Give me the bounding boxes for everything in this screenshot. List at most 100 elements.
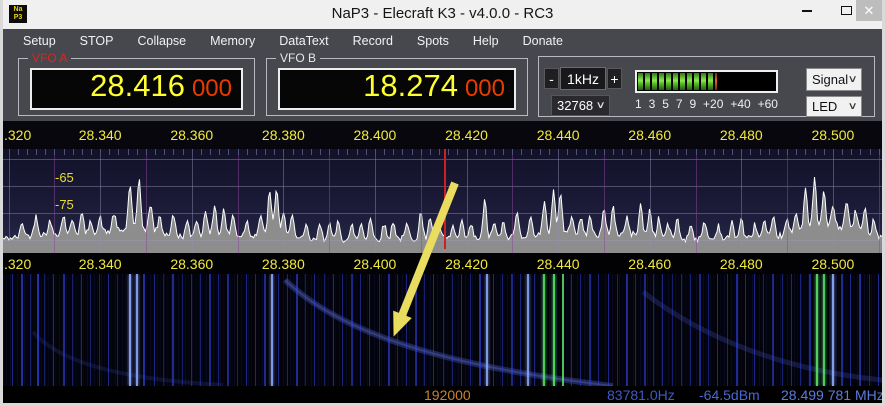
grid-line-vertical xyxy=(603,149,605,253)
meter-scale-label: +40 xyxy=(730,97,751,111)
scale-tick xyxy=(823,149,825,155)
step-size-display[interactable]: 1kHz xyxy=(560,67,606,90)
meter-mode-select[interactable]: Signal ∨ xyxy=(806,68,862,91)
scale-tick xyxy=(384,149,386,155)
waterfall-signal-line xyxy=(607,274,609,386)
waterfall-signal-line xyxy=(763,274,765,386)
waterfall-signal-line xyxy=(142,274,145,386)
meter-style-select[interactable]: LED ∨ xyxy=(806,96,862,117)
waterfall-signal-line xyxy=(277,274,279,386)
waterfall-signal-line xyxy=(12,274,14,386)
fft-size-select[interactable]: 32768 ∨ xyxy=(551,95,610,116)
scale-tick xyxy=(576,149,578,155)
scale-tick xyxy=(585,149,587,155)
menu-bar: Setup STOP Collapse Memory DataText Record Spo… xyxy=(3,29,882,53)
tuned-frequency-cursor[interactable] xyxy=(444,149,447,249)
waterfall-signal-line xyxy=(868,274,870,386)
waterfall-display[interactable] xyxy=(3,274,882,386)
scale-tick xyxy=(155,149,157,155)
scale-tick xyxy=(365,149,367,155)
scale-tick xyxy=(787,149,789,155)
waterfall-signal-line xyxy=(387,274,390,386)
menu-item-collapse[interactable]: Collapse xyxy=(137,34,187,48)
frequency-scale-bottom[interactable]: .320 28.340 28.360 28.380 28.400 28.420 28.440… xyxy=(3,253,882,274)
waterfall-signal-line xyxy=(71,274,73,386)
waterfall-signal-line xyxy=(625,274,628,386)
waterfall-signal-line xyxy=(154,274,156,386)
scale-label: 28.480 xyxy=(719,255,763,272)
waterfall-signal-line xyxy=(653,274,655,386)
waterfall-signal-line xyxy=(580,274,582,386)
scale-tick xyxy=(695,149,697,155)
meter-segment xyxy=(708,73,713,90)
waterfall-signal-line xyxy=(744,274,746,386)
cursor-frequency-value: 28.499 781 MHz xyxy=(781,387,884,403)
meter-peak-marker xyxy=(715,73,717,90)
scale-tick xyxy=(814,149,816,155)
menu-item-record[interactable]: Record xyxy=(352,34,393,48)
scale-tick xyxy=(310,149,312,155)
scale-tick xyxy=(164,149,166,155)
step-up-button[interactable]: + xyxy=(607,68,622,89)
frequency-scale-top[interactable]: .320 28.340 28.360 28.380 28.400 28.420 28.440… xyxy=(3,121,882,149)
waterfall-signal-line xyxy=(264,274,267,386)
waterfall-signal-line xyxy=(433,274,435,386)
meter-segment xyxy=(694,73,699,90)
waterfall-signal-line xyxy=(406,274,407,386)
scale-tick xyxy=(402,149,404,155)
meter-segment xyxy=(645,73,650,90)
scale-tick xyxy=(539,149,541,155)
scale-tick xyxy=(548,149,550,155)
panadapter-spectrum[interactable]: -65 -75 xyxy=(3,149,882,253)
menu-item-datatext[interactable]: DataText xyxy=(279,34,329,48)
menu-item-donate[interactable]: Donate xyxy=(522,34,563,48)
scale-tick xyxy=(475,149,477,155)
vfo-a-group: VFO A 28.416 000 xyxy=(18,51,255,116)
waterfall-signal-line xyxy=(850,274,852,386)
meter-scale-label: 3 xyxy=(648,97,656,111)
waterfall-signal-line xyxy=(781,274,783,386)
scale-tick xyxy=(54,149,56,155)
scale-tick xyxy=(631,149,633,155)
menu-item-help[interactable]: Help xyxy=(472,34,499,48)
close-button[interactable]: ✕ xyxy=(856,0,882,21)
maximize-button[interactable] xyxy=(833,0,859,21)
scale-tick xyxy=(457,149,459,155)
waterfall-signal-line xyxy=(341,274,343,386)
menu-item-memory[interactable]: Memory xyxy=(210,34,256,48)
waterfall-signal-line xyxy=(511,274,514,386)
waterfall-signal-line xyxy=(479,274,482,386)
waterfall-signal-line xyxy=(644,274,647,386)
vfo-b-frequency: 18.274 xyxy=(363,68,458,103)
scale-label: 28.460 xyxy=(628,255,672,272)
scale-tick xyxy=(658,149,660,155)
scale-tick xyxy=(750,149,752,155)
scale-label: 28.340 xyxy=(78,127,122,143)
scale-tick xyxy=(36,149,38,155)
grid-line-vertical xyxy=(8,149,10,253)
scale-tick xyxy=(210,149,212,155)
waterfall-signal-line xyxy=(877,274,879,386)
menu-item-stop[interactable]: STOP xyxy=(79,34,114,48)
scale-label: 28.380 xyxy=(261,255,305,272)
step-down-button[interactable]: - xyxy=(544,68,559,89)
scale-tick xyxy=(100,149,102,155)
scale-tick xyxy=(439,149,441,155)
scale-tick xyxy=(759,149,761,155)
waterfall-signal-line xyxy=(486,274,489,386)
waterfall-signal-line xyxy=(351,274,354,386)
scale-tick xyxy=(732,149,734,155)
meter-segment xyxy=(687,73,692,90)
db-label: -65 xyxy=(55,170,74,185)
menu-item-setup[interactable]: Setup xyxy=(23,34,56,48)
grid-line-vertical xyxy=(145,149,147,253)
vfo-a-display[interactable]: 28.416 000 xyxy=(30,68,243,110)
vfo-b-display[interactable]: 18.274 000 xyxy=(278,68,516,110)
scale-label: 28.340 xyxy=(78,255,122,272)
scale-tick xyxy=(466,149,468,155)
waterfall-signal-line xyxy=(708,274,710,386)
minimize-button[interactable] xyxy=(792,0,822,21)
menu-item-spots[interactable]: Spots xyxy=(416,34,449,48)
meter-segment xyxy=(701,73,706,90)
scale-tick xyxy=(63,149,65,155)
